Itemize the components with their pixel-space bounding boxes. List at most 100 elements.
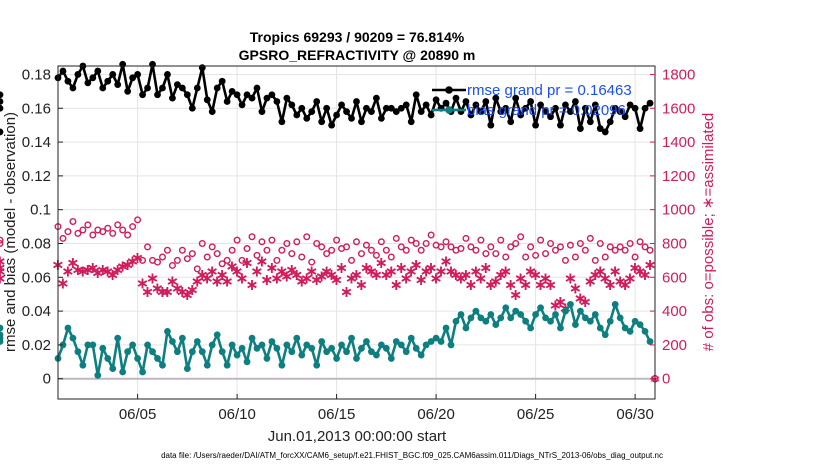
assimilated-obs-point: ∗	[151, 278, 164, 297]
rmse-point	[432, 96, 440, 104]
possible-obs-point	[99, 228, 107, 236]
rmse-point	[646, 99, 654, 107]
bias-point	[243, 358, 251, 366]
rmse-point	[0, 104, 4, 112]
assimilated-obs-point: ∗	[534, 275, 547, 294]
assimilated-obs-point: ∗	[206, 262, 219, 281]
assimilated-obs-point: ∗	[350, 265, 363, 284]
possible-obs-point	[104, 224, 112, 232]
bias-point	[139, 368, 146, 376]
possible-obs-point	[427, 231, 435, 239]
possible-obs-point	[532, 251, 540, 259]
rmse-point	[0, 128, 4, 136]
assimilated-obs-point: ∗	[599, 268, 612, 287]
rmse-point	[188, 104, 196, 112]
assimilated-obs-point: ∗	[255, 251, 268, 270]
bias-point	[621, 324, 629, 332]
bias-point	[382, 344, 390, 352]
rmse-point	[139, 91, 146, 99]
rmse-point	[208, 108, 216, 116]
assimilated-obs-point: ∗	[604, 275, 617, 294]
rmse-point	[328, 121, 336, 129]
possible-obs-point	[144, 243, 152, 251]
possible-obs-point	[561, 256, 569, 264]
rmse-point	[59, 67, 67, 75]
assimilated-obs-point: ∗	[539, 268, 552, 287]
x-axis-label: Jun.01,2013 00:00:00 start	[268, 428, 447, 445]
assimilated-obs-point: ∗	[61, 262, 74, 281]
bias-point	[377, 341, 385, 349]
assimilated-obs-point: ∗	[285, 260, 298, 279]
rmse-point	[278, 118, 286, 126]
bias-point	[169, 338, 176, 345]
rmse-point	[89, 74, 97, 82]
assimilated-obs-point: ∗	[215, 265, 228, 284]
possible-obs-point	[412, 239, 420, 247]
bias-point	[542, 314, 549, 322]
possible-obs-point	[218, 260, 226, 268]
assimilated-obs-point: ∗	[474, 268, 487, 287]
assimilated-obs-point: ∗	[489, 272, 502, 291]
rmse-point	[482, 98, 490, 105]
assimilated-obs-point: ∗	[499, 262, 512, 281]
rmse-point	[228, 87, 236, 95]
bias-point	[94, 371, 102, 379]
assimilated-obs-point: ∗	[564, 268, 577, 287]
rmse-point	[601, 128, 609, 136]
bias-point	[303, 341, 311, 349]
bias-point	[183, 365, 191, 372]
bias-point	[596, 324, 604, 332]
assimilated-obs-point: ∗	[0, 258, 7, 277]
assimilated-obs-point: ∗	[484, 275, 497, 294]
possible-obs-point	[288, 250, 296, 258]
rmse-point	[562, 101, 569, 109]
possible-obs-point	[168, 261, 176, 269]
plot-frame	[57, 65, 656, 400]
chart-title: Tropics 69293 / 90209 = 76.814%	[250, 29, 465, 45]
possible-obs-point	[158, 253, 166, 261]
bias-point	[218, 348, 226, 356]
assimilated-obs-point: ∗	[390, 275, 403, 294]
assimilated-obs-point: ∗	[325, 265, 338, 284]
rmse-point	[387, 104, 395, 112]
rmse-point	[223, 98, 231, 105]
rmse-point	[178, 84, 186, 92]
rmse-point	[572, 98, 579, 105]
bias-point	[293, 334, 301, 342]
possible-obs-point	[407, 236, 415, 244]
assimilated-obs-point: ∗	[265, 258, 278, 277]
rmse-point	[213, 84, 221, 92]
rmse-point	[248, 94, 256, 102]
rmse-point	[343, 108, 350, 116]
bias-point	[601, 331, 609, 339]
rmse-point	[412, 91, 420, 99]
bias-point	[616, 314, 624, 322]
possible-obs-point	[59, 234, 67, 242]
bias-point	[348, 334, 355, 342]
bias-point	[248, 334, 256, 342]
bias-point	[84, 341, 92, 349]
y2-tick-label: 200	[662, 337, 687, 354]
possible-obs-point	[308, 258, 316, 266]
bias-point	[457, 311, 465, 318]
assimilated-obs-point: ∗	[638, 265, 651, 284]
bias-point	[119, 368, 127, 376]
possible-obs-point	[402, 246, 410, 254]
assimilated-obs-point: ∗	[116, 256, 129, 275]
bias-point	[442, 324, 450, 332]
bias-point	[467, 314, 475, 322]
rmse-point	[382, 104, 390, 112]
rmse-point	[586, 118, 594, 126]
possible-obs-point	[556, 243, 564, 251]
assimilated-obs-point: ∗	[424, 258, 437, 277]
bias-point	[497, 314, 505, 322]
rmse-point	[84, 79, 92, 87]
rmse-point	[333, 111, 340, 119]
bias-point	[258, 341, 266, 349]
rmse-point	[407, 118, 415, 126]
assimilated-obs-point: ∗	[300, 268, 313, 287]
x-tick-label: 06/30	[616, 406, 654, 423]
bias-point	[188, 348, 196, 356]
rmse-point	[636, 125, 644, 132]
bias-point	[397, 341, 405, 349]
